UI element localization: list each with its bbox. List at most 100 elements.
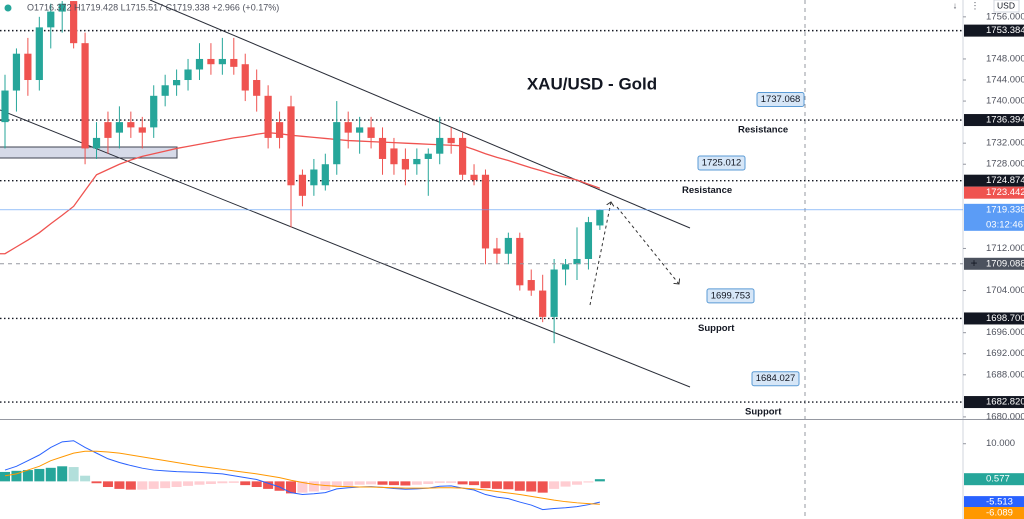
- level-label-bg: [964, 312, 1024, 325]
- candle-body: [195, 58, 204, 70]
- annotation: Support: [698, 323, 735, 334]
- chart-title: XAU/USD - Gold: [527, 74, 657, 93]
- callout-box: [706, 288, 755, 304]
- y-tick-label: 1748.000: [986, 53, 1024, 64]
- channel-upper: [149, 0, 691, 229]
- y-tick-label: 1688.000: [986, 369, 1024, 380]
- candle-body: [70, 1, 78, 44]
- channel-lower: [0, 109, 691, 388]
- candle-body: [447, 137, 455, 144]
- histogram-bar: [125, 481, 136, 490]
- y-tick-label: 1680.000: [986, 411, 1024, 422]
- level-label-bg: [964, 396, 1024, 409]
- overlay: O1716.372 H1719.428 L1715.517 C1719.338 …: [4, 0, 1024, 519]
- candle-body: [173, 80, 181, 86]
- candle-body: [401, 158, 409, 170]
- currency-box: [993, 0, 1020, 13]
- candle-body: [561, 264, 570, 270]
- candle-body: [356, 127, 364, 133]
- macd-line: [4, 450, 600, 505]
- candle-body: [573, 258, 581, 265]
- level-label-bg: [964, 24, 1024, 37]
- macd-value-bg: [964, 473, 1024, 486]
- candle-body: [58, 3, 66, 12]
- histogram-bar: [217, 481, 228, 484]
- macd-line: [4, 440, 600, 511]
- candle-body: [184, 69, 192, 81]
- macd-pane: [0, 440, 605, 511]
- level-label: 1753.384: [986, 25, 1024, 36]
- moving-average: [0, 131, 601, 255]
- status-dot: [4, 4, 12, 12]
- histogram-bar: [572, 481, 582, 485]
- histogram-bar: [594, 479, 605, 482]
- level-label: 1736.394: [986, 115, 1024, 126]
- candle-body: [264, 95, 272, 138]
- histogram-bar: [400, 481, 411, 486]
- histogram-bar: [57, 466, 68, 482]
- candle-body: [413, 158, 421, 165]
- annotation: Resistance: [738, 125, 788, 136]
- candle-body: [104, 122, 112, 138]
- level-label-bg: [964, 114, 1024, 127]
- candle-body: [298, 174, 307, 196]
- candle-body: [92, 137, 101, 149]
- y-tick-label: 1732.000: [986, 138, 1024, 149]
- histogram-bar: [331, 481, 342, 488]
- histogram-bar: [171, 481, 182, 488]
- macd-value-bg: [964, 507, 1024, 519]
- candle-body: [333, 122, 341, 165]
- histogram-bar: [274, 481, 285, 491]
- histogram-bar: [137, 481, 148, 490]
- histogram-bar: [354, 481, 365, 485]
- histogram-bar: [251, 481, 262, 488]
- candle-body: [127, 122, 135, 128]
- histogram-bar: [514, 481, 525, 491]
- callout-label: 1737.068: [761, 94, 801, 105]
- candle-body: [424, 153, 432, 159]
- candle-body: [138, 127, 146, 133]
- histogram-bar: [0, 471, 10, 482]
- crosshair-label-bg: [964, 257, 1024, 270]
- callout-box: [751, 371, 800, 387]
- candle-body: [504, 237, 512, 254]
- callout-box: [756, 91, 805, 107]
- candle-body: [253, 80, 261, 96]
- histogram-bar: [366, 481, 377, 485]
- histogram-bar: [11, 470, 22, 482]
- histogram-bar: [491, 481, 502, 489]
- histogram-bar: [560, 481, 571, 487]
- histogram-bar: [308, 481, 319, 492]
- level-label: 1724.874: [986, 175, 1024, 186]
- candle-body: [344, 122, 352, 133]
- candle-body: [207, 58, 215, 65]
- histogram-bar: [45, 467, 56, 482]
- candle-body: [150, 95, 158, 128]
- y-tick-label: 1692.000: [986, 348, 1024, 359]
- histogram-bar: [194, 481, 205, 485]
- candle-body: [539, 290, 547, 317]
- level-label: 1682.820: [986, 397, 1024, 408]
- histogram-bar: [114, 481, 125, 489]
- y-tick-label: 1756.000: [986, 11, 1024, 22]
- icon-down[interactable]: ↓: [953, 0, 958, 10]
- histogram-bar: [34, 468, 45, 482]
- y-tick-label: 1744.000: [986, 75, 1024, 86]
- candle-body: [275, 122, 284, 138]
- candle-body: [596, 209, 604, 226]
- histogram-bar: [286, 481, 296, 494]
- ma-label: 1723.442: [986, 187, 1024, 198]
- crosshair-label: 1709.088: [986, 258, 1024, 269]
- crosshair-plus: +: [970, 256, 977, 270]
- histogram-bar: [240, 481, 251, 486]
- histogram-bar: [377, 481, 388, 485]
- projection-arrow-down: [616, 206, 679, 284]
- histogram-bar: [388, 481, 399, 486]
- candle-body: [527, 280, 535, 291]
- y-tick-label: 10.000: [986, 438, 1015, 449]
- icon-menu[interactable]: ⋮: [971, 0, 980, 10]
- candle-body: [436, 137, 444, 154]
- candle-body: [321, 164, 329, 186]
- last-price-label-bg: [964, 203, 1024, 231]
